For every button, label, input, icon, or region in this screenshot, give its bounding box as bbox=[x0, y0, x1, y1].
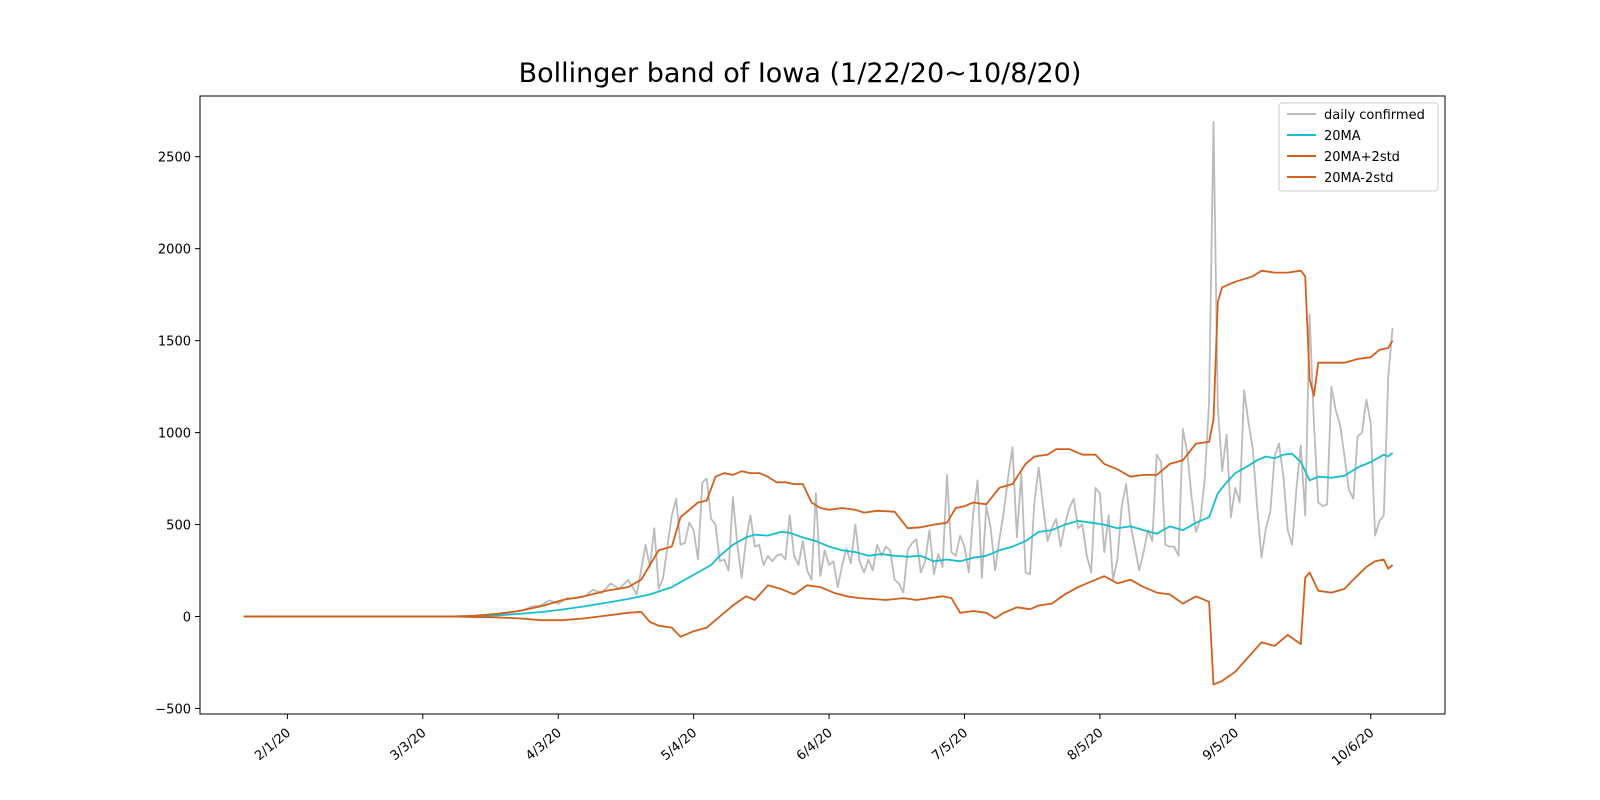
chart-title: Bollinger band of Iowa (1/22/20~10/8/20) bbox=[518, 58, 1082, 89]
x-tick-label: 5/4/20 bbox=[659, 726, 701, 764]
x-tick-label: 7/5/20 bbox=[929, 726, 971, 764]
y-tick-label: 1000 bbox=[158, 427, 191, 442]
y-tick-label: 1500 bbox=[158, 335, 191, 350]
x-tick-label: 9/5/20 bbox=[1200, 726, 1242, 764]
legend: daily confirmed 20MA 20MA+2std 20MA-2std bbox=[1278, 102, 1439, 192]
series-layer bbox=[243, 120, 1394, 686]
x-axis: 2/1/20 3/3/20 4/3/20 5/4/20 6/4/20 7/5/20 8/5/… bbox=[252, 714, 1377, 769]
series-line-daily-confirmed bbox=[243, 120, 1394, 618]
series-line-20ma-2std bbox=[243, 558, 1394, 686]
y-tick-label: −500 bbox=[155, 702, 191, 717]
x-tick-label: 6/4/20 bbox=[794, 726, 836, 764]
legend-label-daily-confirmed: daily confirmed bbox=[1324, 108, 1425, 123]
x-tick-label: 3/3/20 bbox=[388, 726, 430, 764]
y-axis: −500 0 500 1000 1500 2000 2500 bbox=[155, 151, 200, 717]
y-tick-label: 500 bbox=[166, 519, 191, 534]
x-tick-label: 2/1/20 bbox=[252, 726, 294, 764]
y-tick-label: 0 bbox=[183, 611, 191, 626]
series-line-20ma-2std bbox=[243, 269, 1394, 618]
legend-label-20ma-2std: 20MA-2std bbox=[1324, 171, 1393, 186]
x-tick-label: 10/6/20 bbox=[1329, 726, 1377, 770]
series-line-20ma bbox=[243, 452, 1394, 618]
plot-area bbox=[199, 95, 1446, 715]
legend-label-20ma-2std: 20MA+2std bbox=[1324, 150, 1400, 165]
legend-label-20ma: 20MA bbox=[1324, 129, 1361, 144]
y-tick-label: 2500 bbox=[158, 151, 191, 166]
x-tick-label: 4/3/20 bbox=[523, 726, 565, 764]
y-tick-label: 2000 bbox=[158, 243, 191, 258]
legend-box bbox=[1278, 102, 1439, 192]
x-tick-label: 8/5/20 bbox=[1065, 726, 1107, 764]
